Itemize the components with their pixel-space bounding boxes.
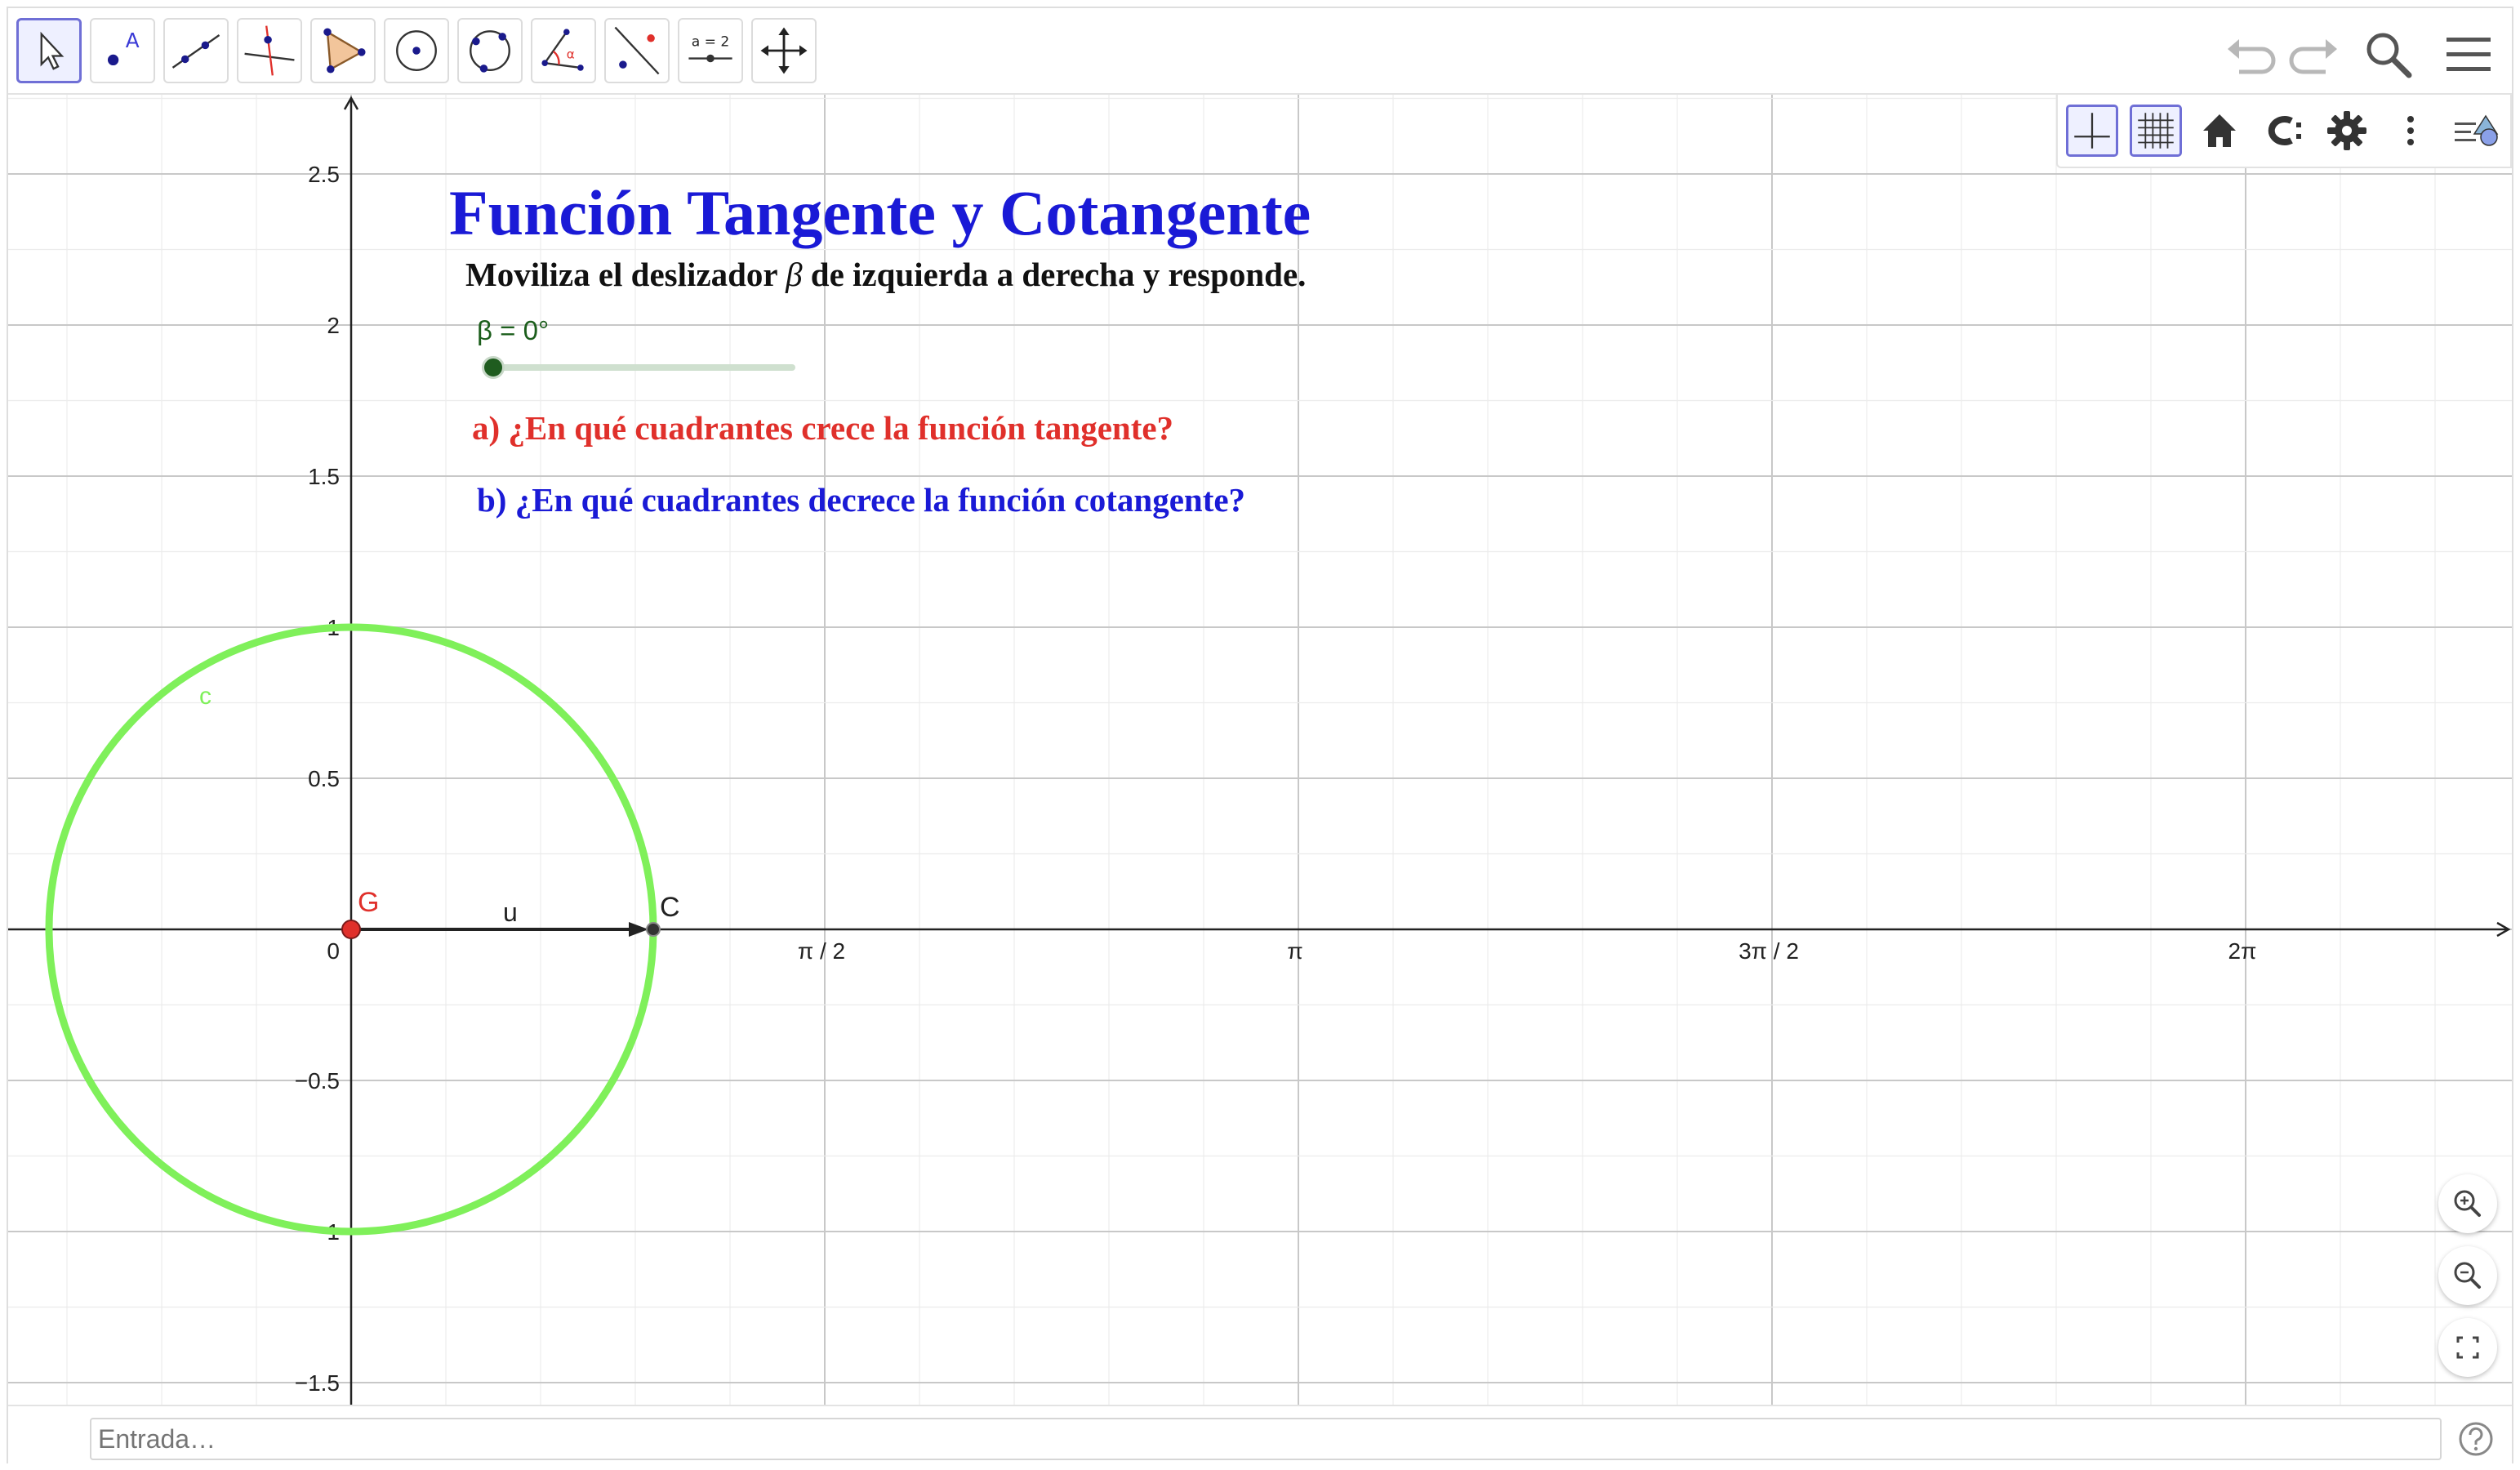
y-axis-arrow xyxy=(343,96,359,110)
angle-tool[interactable]: α xyxy=(531,18,596,83)
question-a: a) ¿En qué cuadrantes crece la función t… xyxy=(472,409,1174,447)
x-tick-label: π xyxy=(1287,938,1302,964)
perpendicular-icon xyxy=(244,25,295,76)
slider-icon: a = 2 xyxy=(688,33,732,63)
move-graphics-view-tool[interactable] xyxy=(751,18,817,83)
zoom-in-icon xyxy=(2454,1190,2481,1217)
perpendicular-line-tool[interactable] xyxy=(237,18,302,83)
reflect-icon xyxy=(614,26,660,75)
coordinate-grid: π / 2 π 3π / 2 2π2.521.510.50−0.5−1−1.5cu CG xyxy=(8,95,2512,1405)
circle-three-points-tool[interactable] xyxy=(457,18,523,83)
graphics-view[interactable]: π / 2 π 3π / 2 2π 2.5 2 1.5 1 0.5 0 −0.5 −1 −1.5 c u C G xyxy=(8,95,2512,1405)
style-bar xyxy=(2056,95,2512,168)
reflect-tool[interactable] xyxy=(604,18,670,83)
circle-center-point-tool[interactable] xyxy=(384,18,449,83)
more-icon xyxy=(2407,116,2414,145)
toggle-algebra-icon xyxy=(2455,114,2499,146)
slider-tool[interactable]: a = 2 xyxy=(678,18,743,83)
circle-c-label: c xyxy=(199,683,211,710)
vector-u-label: u xyxy=(503,898,518,927)
input-field[interactable] xyxy=(90,1418,2442,1460)
copy-style-button[interactable] xyxy=(2257,105,2309,157)
point-tool-label: A xyxy=(126,29,140,52)
more-options-button[interactable] xyxy=(2384,105,2437,157)
help-icon xyxy=(2459,1422,2493,1456)
zoom-in-button[interactable] xyxy=(2438,1174,2497,1233)
point-g xyxy=(341,920,361,939)
slider-beta-knob[interactable] xyxy=(482,356,505,379)
slider-tool-label: a = 2 xyxy=(692,33,730,50)
angle-tool-label: α xyxy=(567,47,575,62)
vector-u-arrowhead xyxy=(629,922,648,937)
standard-view-button[interactable] xyxy=(2193,105,2246,157)
x-axis-arrow xyxy=(2496,921,2511,938)
undo-button[interactable] xyxy=(2221,26,2278,83)
polygon-icon xyxy=(323,28,366,74)
point-tool[interactable]: A xyxy=(90,18,155,83)
x-tick-label: 3π / 2 xyxy=(1739,938,1799,964)
toggle-algebra-view-button[interactable] xyxy=(2448,105,2507,157)
y-tick-label: −0.5 xyxy=(295,1068,340,1094)
home-icon xyxy=(2203,114,2236,147)
slider-beta-track[interactable] xyxy=(493,364,795,371)
y-tick-label: 1.5 xyxy=(308,464,340,489)
fullscreen-icon xyxy=(2456,1336,2479,1359)
move-tool[interactable] xyxy=(16,18,82,83)
input-bar xyxy=(8,1405,2512,1463)
point-icon: A xyxy=(107,29,140,66)
slider-beta-label: β = 0° xyxy=(477,315,550,345)
y-tick-label: 2.5 xyxy=(308,162,340,187)
instruction-beta: β xyxy=(786,256,803,293)
copy-style-icon xyxy=(2268,116,2301,145)
grid-icon xyxy=(2138,113,2174,149)
geogebra-app: A xyxy=(7,7,2513,1463)
arrow-cursor-icon xyxy=(40,31,65,70)
x-tick-label: π / 2 xyxy=(798,938,845,964)
undo-icon xyxy=(2228,39,2276,74)
move-arrows-icon xyxy=(760,27,808,74)
toggle-grid-button[interactable] xyxy=(2130,105,2182,157)
instruction-text: Moviliza el deslizador β de izquierda a … xyxy=(465,255,1306,294)
instruction-after: de izquierda a derecha y responde. xyxy=(802,256,1307,293)
line-icon xyxy=(171,34,220,69)
x-tick-label: 2π xyxy=(2228,938,2257,964)
angle-icon: α xyxy=(541,29,584,71)
gear-icon xyxy=(2327,111,2366,150)
zoom-out-icon xyxy=(2454,1262,2481,1289)
input-help-button[interactable] xyxy=(2458,1421,2494,1457)
menu-icon xyxy=(2447,38,2491,71)
search-icon xyxy=(2366,33,2412,78)
main-menu-button[interactable] xyxy=(2440,26,2497,83)
point-c xyxy=(646,922,661,937)
fullscreen-button[interactable] xyxy=(2438,1318,2497,1377)
circle-center-icon xyxy=(396,30,437,71)
point-c-label: C xyxy=(660,892,680,923)
instruction-before: Moviliza el deslizador xyxy=(465,256,786,293)
point-g-label: G xyxy=(358,887,379,918)
redo-icon xyxy=(2289,39,2337,74)
y-tick-label: −1.5 xyxy=(295,1370,340,1396)
graphics-settings-button[interactable] xyxy=(2321,105,2373,157)
question-b: b) ¿En qué cuadrantes decrece la función… xyxy=(477,481,1246,519)
circle-three-points-icon xyxy=(470,30,510,73)
zoom-out-button[interactable] xyxy=(2438,1246,2497,1305)
redo-button[interactable] xyxy=(2286,26,2344,83)
polygon-tool[interactable] xyxy=(310,18,376,83)
axes-icon xyxy=(2074,113,2110,149)
search-button[interactable] xyxy=(2360,26,2417,83)
page-title: Función Tangente y Cotangente xyxy=(449,177,1311,248)
y-tick-label: 2 xyxy=(327,313,340,338)
y-tick-label: 0.5 xyxy=(308,766,340,791)
toggle-axes-button[interactable] xyxy=(2066,105,2118,157)
line-tool[interactable] xyxy=(163,18,229,83)
toolbar: A xyxy=(8,8,2512,95)
y-tick-label: 0 xyxy=(327,938,340,964)
